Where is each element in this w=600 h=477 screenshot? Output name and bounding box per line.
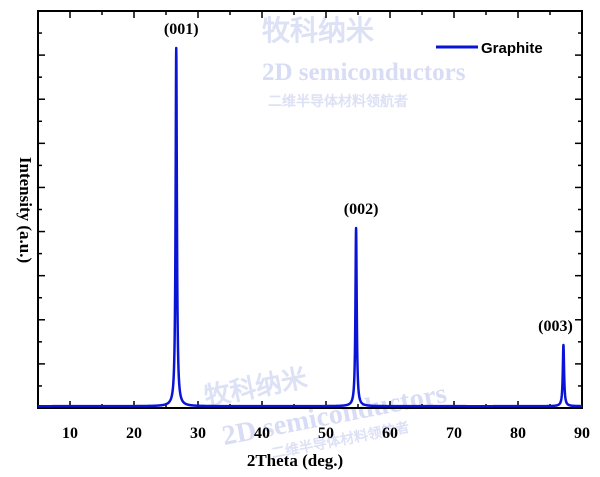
watermark-text-top: 2D semiconductors	[262, 59, 466, 86]
legend: Graphite	[436, 40, 543, 57]
watermark-subtitle-top: 二维半导体材料领航者	[268, 93, 408, 110]
x-tick-label: 90	[574, 425, 590, 442]
y-axis-title: Intensity (a.u.)	[16, 157, 35, 263]
x-tick-label: 60	[382, 425, 398, 442]
peak-point	[562, 344, 565, 346]
x-tick-label: 30	[190, 425, 206, 442]
x-tick-label: 40	[254, 425, 270, 442]
x-tick-label: 80	[510, 425, 526, 442]
peak-label-001: (001)	[164, 21, 199, 38]
watermark: 牧科纳米 2D semiconductors 二维半导体材料领航者 牧科纳米 2…	[202, 14, 466, 462]
watermark-cjk-top: 牧科纳米	[262, 14, 374, 47]
peak-point	[355, 227, 357, 229]
peak-label-003: (003)	[538, 318, 573, 335]
peak-point	[175, 47, 177, 49]
x-tick-label: 50	[318, 425, 334, 442]
x-tick-label: 10	[62, 425, 78, 442]
x-axis-title: 2Theta (deg.)	[247, 451, 343, 470]
x-tick-label: 20	[126, 425, 142, 442]
plot-area: 10 20 30 40 50 60 70 80 90	[36, 10, 590, 442]
x-tick-label: 70	[446, 425, 462, 442]
peak-label-002: (002)	[344, 201, 379, 218]
series-line-graphite	[36, 46, 584, 408]
legend-label-graphite: Graphite	[481, 40, 543, 57]
